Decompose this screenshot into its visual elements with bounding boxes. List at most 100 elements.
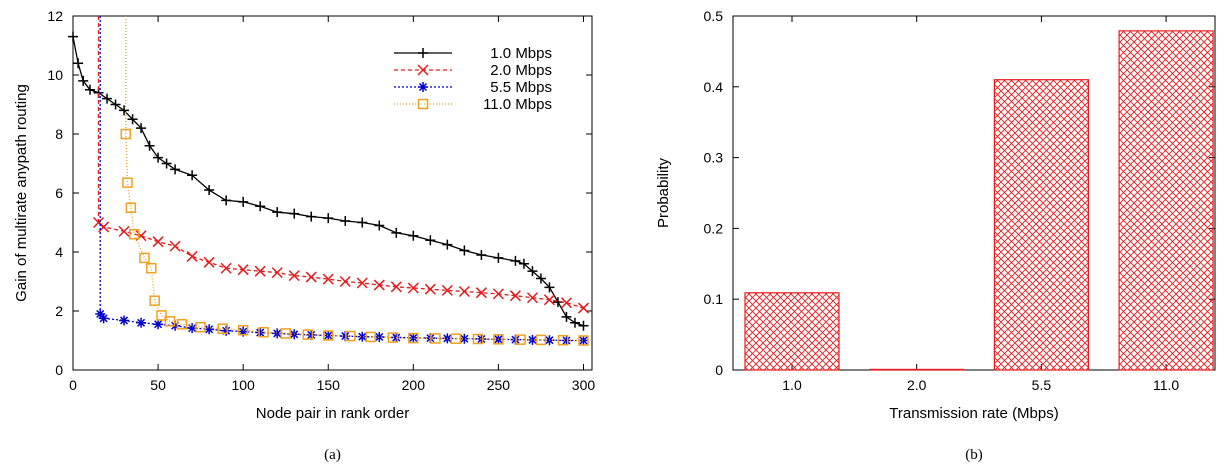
- chart-a-data-point: [144, 140, 155, 151]
- chart-a-data-point: [339, 275, 351, 288]
- chart-a-legend-label: 2.0 Mbps: [490, 62, 552, 79]
- chart-a-data-point: [356, 277, 368, 289]
- chart-a-caption: (a): [324, 447, 341, 463]
- chart-b-y-tick-label: 0.1: [704, 291, 724, 307]
- chart-a-data-point: [129, 229, 140, 240]
- chart-a-data-point: [430, 333, 441, 344]
- chart-a-data-point: [374, 331, 385, 342]
- chart-a-data-point: [119, 105, 130, 116]
- chart-a-data-point: [153, 319, 164, 330]
- chart-a-data-point: [187, 170, 198, 181]
- chart-a-data-point: [425, 235, 436, 246]
- chart-a-data-point: [306, 211, 317, 222]
- chart-a-data-point: [73, 58, 84, 69]
- chart-a-data-point: [578, 335, 589, 346]
- chart-a-x-tick-label: 250: [487, 377, 511, 393]
- chart-a-data-point: [578, 335, 589, 346]
- chart-a-data-point: [125, 202, 137, 213]
- chart-b-x-tick-label: 2.0: [907, 377, 927, 393]
- chart-a-data-point: [255, 201, 266, 212]
- chart-a-data-point: [544, 282, 555, 293]
- chart-a-data-point: [408, 332, 419, 343]
- chart-b-y-tick-label: 0.2: [704, 220, 724, 236]
- chart-a-data-point: [302, 329, 314, 340]
- chart-a-data-point: [340, 216, 351, 227]
- chart-a-data-point: [390, 281, 402, 293]
- chart-a-y-tick-label: 2: [55, 303, 63, 319]
- chart-b-plot-frame: [732, 15, 1216, 371]
- chart-b-bar: [744, 292, 840, 371]
- chart-a-data-point: [271, 267, 283, 279]
- chart-a-data-point: [526, 292, 538, 304]
- chart-a-legend-label: 5.5 Mbps: [490, 79, 552, 96]
- chart-a-data-point: [120, 128, 132, 140]
- chart-a-y-tick-label: 8: [55, 126, 63, 142]
- chart-a-data-point: [153, 152, 164, 163]
- chart-a-data-point: [450, 333, 462, 344]
- chart-b-x-axis-label: Transmission rate (Mbps): [889, 405, 1058, 422]
- chart-a-data-point: [458, 285, 470, 298]
- chart-a-legend-label: 11.0 Mbps: [483, 96, 552, 113]
- chart-a-data-point: [122, 177, 133, 188]
- chart-a-data-point: [543, 294, 555, 306]
- chart-a-data-point: [560, 297, 573, 309]
- chart-a-data-point: [203, 256, 215, 268]
- chart-a-data-point: [515, 334, 526, 345]
- chart-a-data-point: [102, 93, 113, 104]
- chart-a-data-point: [459, 333, 470, 344]
- chart-a-data-point: [578, 320, 589, 331]
- chart-a-data-point: [110, 99, 121, 110]
- chart-a-data-point: [195, 321, 206, 333]
- chart-b-y-tick-label: 0.4: [704, 79, 724, 95]
- chart-a-data-point: [187, 323, 198, 334]
- chart-a-data-point: [535, 273, 546, 284]
- chart-a-data-point: [476, 334, 487, 345]
- chart-a-data-point: [118, 225, 130, 237]
- chart-a-data-point: [387, 332, 399, 343]
- chart-a-data-point: [374, 220, 385, 231]
- chart-b-bar: [993, 79, 1090, 371]
- chart-a-x-tick-label: 0: [69, 377, 77, 393]
- chart-a-data-point: [289, 208, 300, 219]
- chart-a-data-point: [186, 250, 198, 262]
- chart-a-series-line: [72, 36, 584, 327]
- chart-a-data-point: [220, 262, 232, 274]
- chart-a-data-point: [85, 84, 96, 95]
- chart-a-data-point: [472, 333, 484, 345]
- chart-a-data-point: [238, 196, 249, 207]
- chart-a-legend-marker: [417, 98, 429, 110]
- chart-a-data-point: [156, 310, 167, 321]
- chart-a-data-point: [391, 227, 402, 238]
- chart-a-legend-marker: [418, 48, 428, 58]
- chart-a-data-point: [357, 331, 368, 342]
- chart-a-data-point: [527, 334, 538, 345]
- chart-a-data-point: [254, 265, 266, 277]
- chart-b-caption: (b): [965, 447, 983, 463]
- chart-a-data-point: [136, 317, 147, 328]
- chart-a-series-2: [95, 16, 589, 346]
- chart-a-data-point: [136, 123, 147, 134]
- chart-b-y-axis-label: Probability: [655, 157, 672, 228]
- chart-a-data-point: [459, 245, 470, 256]
- chart-a-data-point: [119, 315, 130, 326]
- chart-a-data-point: [527, 266, 538, 277]
- chart-a-data-point: [68, 31, 78, 42]
- chart-a-data-point: [176, 319, 188, 330]
- chart-a-data-point: [169, 240, 181, 252]
- chart-a-data-point: [152, 236, 164, 248]
- chart-a-data-point: [221, 325, 232, 336]
- chart-a-data-point: [365, 331, 377, 343]
- chart-a-x-tick-label: 50: [150, 377, 166, 393]
- chart-a-y-tick-label: 4: [55, 244, 63, 260]
- chart-a-data-point: [535, 334, 547, 346]
- chart-b-x-tick-label: 11.0: [1153, 377, 1179, 393]
- chart-b-x-tick-label: 1.0: [782, 377, 802, 393]
- chart-a-data-point: [95, 308, 106, 319]
- chart-a-data-point: [272, 328, 283, 339]
- chart-a-data-point: [280, 328, 291, 339]
- chart-a: 0 50 100 150 200 250 300 0 2 4 6 8 10 12 1.0 Mbps2.0 …: [13, 8, 595, 463]
- chart-b-y-tick-label: 0.3: [704, 150, 724, 166]
- chart-a-data-point: [509, 290, 521, 302]
